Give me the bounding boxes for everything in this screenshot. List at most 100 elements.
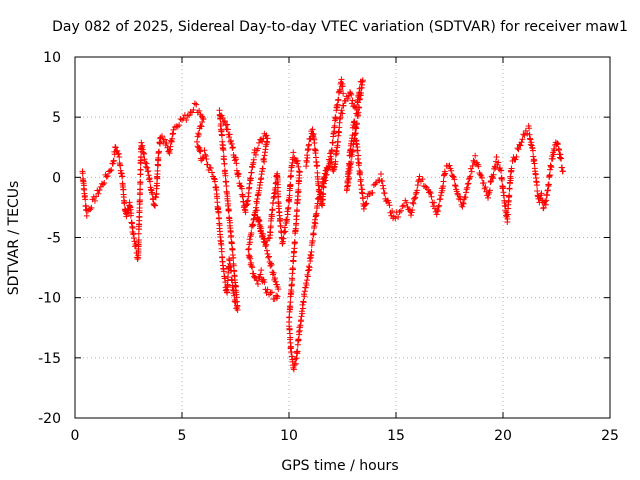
data-point bbox=[177, 116, 184, 123]
data-point bbox=[294, 160, 301, 167]
data-point bbox=[435, 203, 442, 210]
data-point bbox=[538, 190, 545, 197]
data-point bbox=[156, 148, 163, 155]
data-point bbox=[280, 235, 287, 242]
data-point bbox=[252, 151, 259, 158]
data-point bbox=[239, 193, 246, 200]
data-point bbox=[170, 126, 177, 133]
data-point bbox=[229, 245, 236, 252]
data-point bbox=[354, 147, 361, 154]
data-point bbox=[216, 107, 223, 114]
data-point bbox=[154, 162, 161, 169]
data-point bbox=[399, 203, 406, 210]
data-point bbox=[449, 173, 456, 180]
data-point bbox=[306, 264, 313, 271]
data-point bbox=[228, 137, 235, 144]
data-point bbox=[264, 250, 271, 257]
data-point bbox=[462, 194, 469, 201]
data-point bbox=[295, 163, 302, 170]
data-point bbox=[262, 243, 269, 250]
data-point bbox=[245, 246, 252, 253]
data-point bbox=[299, 305, 306, 312]
data-point bbox=[452, 182, 459, 189]
data-point bbox=[469, 162, 476, 169]
data-point bbox=[287, 299, 294, 306]
data-point bbox=[127, 206, 134, 213]
data-point bbox=[451, 176, 458, 183]
data-point bbox=[202, 152, 209, 159]
data-point bbox=[229, 144, 236, 151]
data-point bbox=[348, 91, 355, 98]
data-point bbox=[411, 195, 418, 202]
data-point bbox=[260, 156, 267, 163]
data-point bbox=[546, 172, 553, 179]
data-point bbox=[346, 89, 353, 96]
data-point bbox=[514, 145, 521, 152]
data-point bbox=[196, 125, 203, 132]
data-point bbox=[197, 148, 204, 155]
data-point bbox=[250, 216, 257, 223]
data-point bbox=[422, 183, 429, 190]
data-point bbox=[362, 201, 369, 208]
data-point bbox=[337, 114, 344, 121]
data-point bbox=[334, 138, 341, 145]
data-point bbox=[208, 169, 215, 176]
data-point bbox=[454, 190, 461, 197]
data-point bbox=[183, 117, 190, 124]
data-point bbox=[136, 197, 143, 204]
data-point bbox=[253, 207, 260, 214]
data-point bbox=[119, 173, 126, 180]
data-point bbox=[287, 343, 294, 350]
data-point bbox=[289, 275, 296, 282]
data-point bbox=[463, 189, 470, 196]
data-point bbox=[332, 158, 339, 165]
y-axis-label: SDTVAR / TECUs bbox=[6, 181, 22, 296]
data-point bbox=[142, 163, 149, 170]
data-point bbox=[533, 182, 540, 189]
data-point bbox=[355, 152, 362, 159]
data-point bbox=[142, 159, 149, 166]
data-point bbox=[137, 179, 144, 186]
data-point bbox=[263, 247, 270, 254]
data-point bbox=[141, 156, 148, 163]
data-point bbox=[295, 180, 302, 187]
data-point bbox=[504, 211, 511, 218]
data-point bbox=[87, 206, 94, 213]
data-point bbox=[354, 112, 361, 119]
x-tick-label: 5 bbox=[178, 428, 187, 444]
data-point bbox=[220, 155, 227, 162]
data-point bbox=[199, 119, 206, 126]
data-point bbox=[303, 159, 310, 166]
data-point bbox=[222, 178, 229, 185]
data-point bbox=[261, 279, 268, 286]
data-point bbox=[268, 289, 275, 296]
data-point bbox=[419, 176, 426, 183]
data-point bbox=[559, 168, 566, 175]
data-point bbox=[459, 199, 466, 206]
data-point bbox=[254, 145, 261, 152]
data-point bbox=[284, 211, 291, 218]
data-point bbox=[121, 199, 128, 206]
data-point bbox=[258, 267, 265, 274]
data-point bbox=[112, 144, 119, 151]
data-point bbox=[275, 203, 282, 210]
data-point bbox=[229, 144, 236, 151]
data-point bbox=[161, 136, 168, 143]
data-point bbox=[506, 185, 513, 192]
data-point bbox=[306, 141, 313, 148]
data-point bbox=[347, 161, 354, 168]
data-point bbox=[250, 270, 257, 277]
data-point bbox=[357, 169, 364, 176]
data-point bbox=[207, 164, 214, 171]
data-point bbox=[333, 150, 340, 157]
data-point bbox=[258, 225, 265, 232]
data-point bbox=[141, 150, 148, 157]
data-point bbox=[286, 308, 293, 315]
data-point bbox=[356, 96, 363, 103]
data-point bbox=[300, 299, 307, 306]
data-point bbox=[290, 257, 297, 264]
data-point bbox=[235, 170, 242, 177]
data-point bbox=[353, 141, 360, 148]
data-point bbox=[400, 202, 407, 209]
data-point bbox=[554, 140, 561, 147]
